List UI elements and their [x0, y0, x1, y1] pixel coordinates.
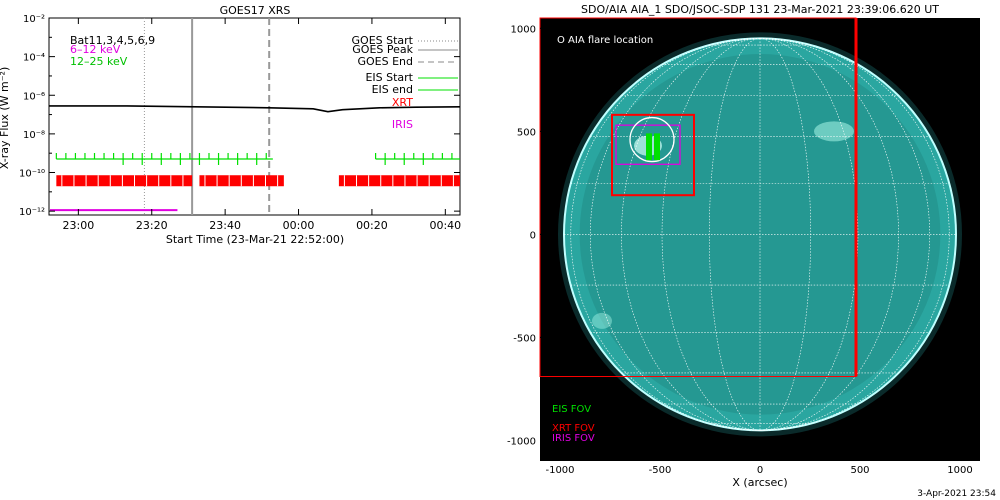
x-tick-label: 23:40: [209, 219, 241, 232]
plot-frame: [48, 17, 461, 216]
legend-eis-end: EIS end: [372, 83, 413, 96]
flare-location-label: O AIA flare location: [557, 35, 653, 46]
active-region: [814, 121, 854, 142]
legend-iris: IRIS: [392, 118, 413, 131]
eis-fov-slit: [654, 133, 660, 161]
eis-fov-slit: [646, 133, 652, 161]
longitude-line: [759, 38, 930, 431]
map-x-tick-label: 1000: [947, 465, 972, 476]
goes-flux-line: [49, 105, 461, 113]
map-y-tick-label: -500: [513, 333, 536, 344]
legend-goes-end: GOES End: [357, 55, 413, 68]
longitude-line: [590, 38, 761, 431]
x-axis-label: Start Time (23-Mar-21 22:52:00): [166, 233, 344, 246]
legend-goes-start: GOES Start: [352, 34, 414, 47]
solar-corona: [558, 32, 962, 437]
eis-fov-label: EIS FOV: [552, 404, 591, 415]
y-tick-label: 10⁻¹²: [19, 207, 45, 218]
longitude-line: [570, 38, 761, 431]
map-y-tick-label: -1000: [507, 436, 536, 447]
active-region: [592, 312, 612, 329]
y-axis-label: X-ray Flux (W m⁻²): [0, 67, 11, 169]
goes-xrs-chart: GOES17 XRS 23:00 23:20 23:40 00:00 00:20 00:4…: [0, 4, 461, 246]
map-y-tick-label: 500: [517, 127, 536, 138]
map-x-tick-label: 0: [757, 465, 763, 476]
map-frame: [540, 18, 980, 461]
map-x-axis-label: X (arcsec): [732, 476, 787, 489]
y-tick-label: 10⁻²: [23, 14, 45, 25]
y-tick-label: 10⁻⁶: [23, 91, 45, 102]
longitude-line: [621, 38, 761, 431]
x-tick-label: 00:20: [356, 219, 388, 232]
iris-fov-box: [615, 124, 681, 165]
legend-12-25kev-label: 12–25 keV: [70, 55, 128, 68]
xrt-interval-bar: [56, 175, 193, 187]
longitude-line: [708, 38, 761, 431]
active-region: [634, 135, 662, 156]
xrt-fov-label: XRT FOV: [552, 423, 595, 434]
map-y-tick-label: 0: [530, 230, 536, 241]
iris-fov-label: IRIS FOV: [552, 433, 595, 444]
longitude-line: [759, 38, 859, 431]
y-tick-label: 10⁻¹⁰: [19, 169, 45, 180]
longitude-line: [759, 38, 950, 431]
legend-6-12kev-label: 6–12 keV: [70, 43, 121, 56]
legend-bat-label: Bat11,3,4,5,6,9: [70, 34, 155, 47]
outer-fov-box: [539, 17, 857, 378]
map-x-tick-label: 500: [850, 465, 869, 476]
longitude-line: [661, 38, 761, 431]
longitude-line: [759, 38, 899, 431]
y-tick-label: 10⁻⁴: [23, 53, 45, 64]
longitude-line: [759, 38, 812, 431]
x-tick-label: 23:00: [63, 219, 95, 232]
xrt-fov-box: [611, 113, 695, 197]
x-tick-label: 00:00: [283, 219, 315, 232]
x-tick-label: 23:20: [136, 219, 168, 232]
legend-eis-start: EIS Start: [365, 71, 413, 84]
y-tick-label: 10⁻⁸: [23, 130, 45, 141]
chart-title: GOES17 XRS: [220, 4, 291, 17]
legend-right: GOES Start GOES Peak GOES End EIS Start …: [352, 34, 458, 131]
map-x-tick-label: -500: [649, 465, 672, 476]
solar-disc-shade: [579, 54, 941, 415]
solar-disc: [563, 37, 957, 432]
map-x-tick-label: -1000: [545, 465, 574, 476]
map-title: SDO/AIA AIA_1 SDO/JSOC-SDP 131 23-Mar-20…: [581, 3, 939, 16]
map-y-tick-label: 1000: [511, 24, 536, 35]
footer-timestamp: 3-Apr-2021 23:54: [917, 489, 996, 499]
xrt-interval-bar: [338, 175, 460, 187]
legend-goes-peak: GOES Peak: [352, 43, 413, 56]
legend-xrt: XRT: [392, 96, 413, 109]
flare-location-circle: [629, 116, 675, 163]
x-tick-label: 00:40: [429, 219, 461, 232]
